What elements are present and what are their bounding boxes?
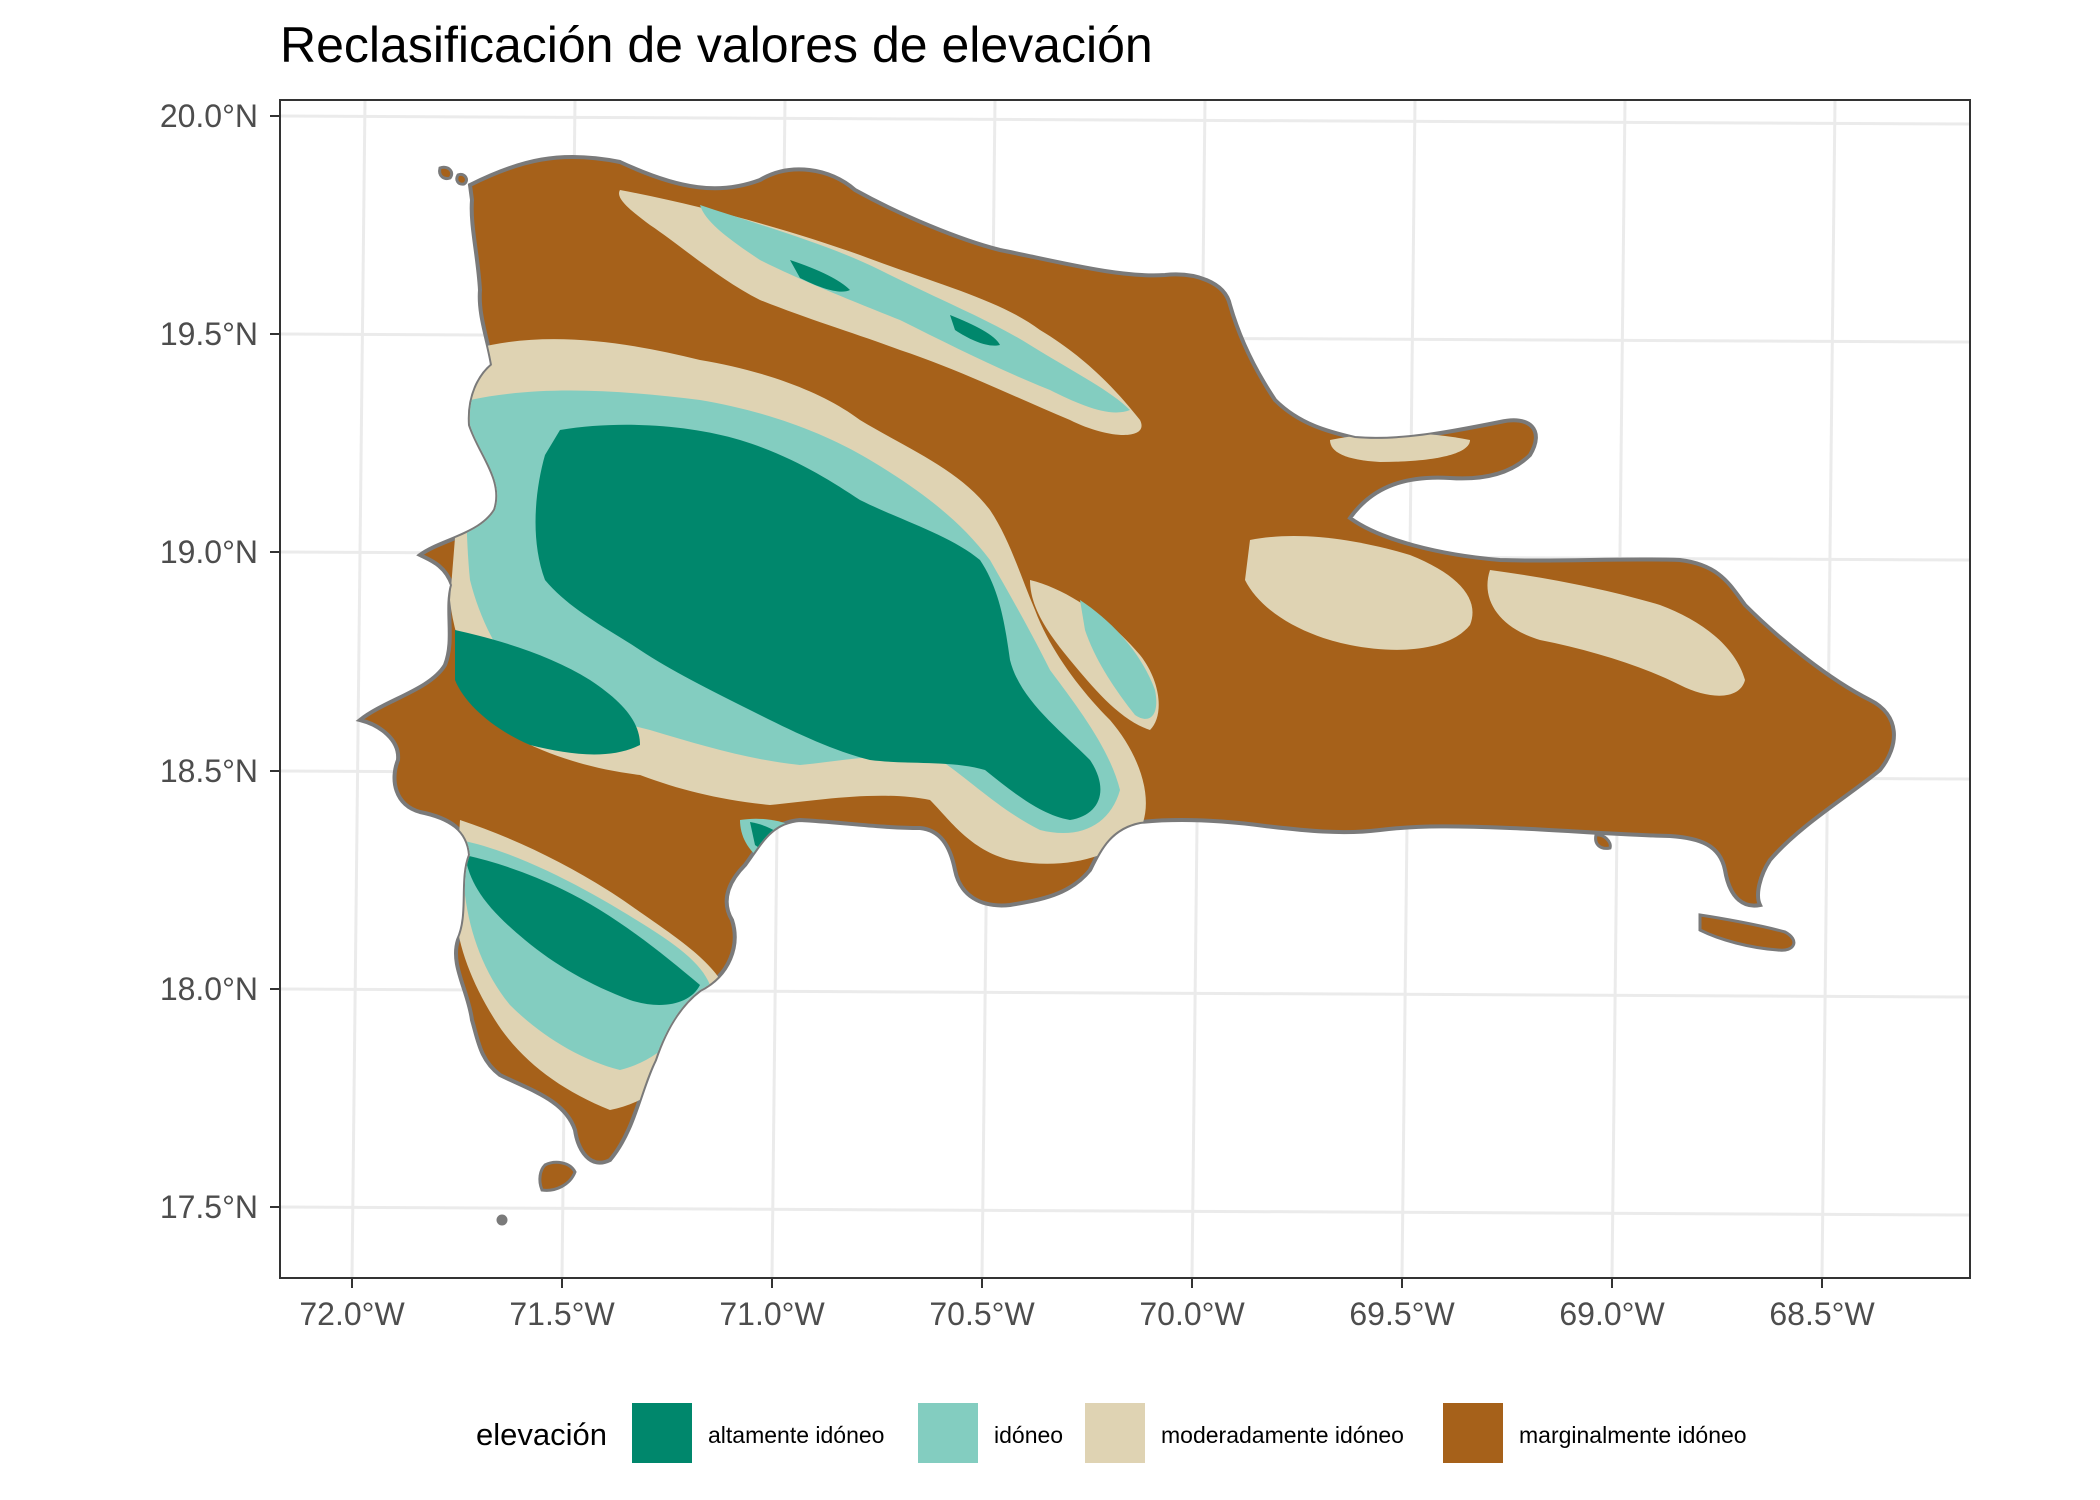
x-tick-label: 70.0°W (1139, 1296, 1245, 1332)
legend-swatch-altamente (632, 1403, 692, 1463)
x-tick-label: 71.5°W (509, 1296, 615, 1332)
elevation-classes (450, 190, 1745, 1110)
legend-label-altamente: altamente idóneo (708, 1422, 884, 1448)
y-tick-label: 17.5°N (160, 1189, 258, 1225)
legend-swatch-marginalmente (1443, 1403, 1503, 1463)
y-tick-label: 18.5°N (160, 753, 258, 789)
x-tick-label: 70.5°W (929, 1296, 1035, 1332)
x-tick-label: 69.0°W (1559, 1296, 1665, 1332)
x-axis: 72.0°W 71.5°W 71.0°W 70.5°W 70.0°W 69.5°… (299, 1296, 1875, 1332)
x-tick-label: 68.5°W (1769, 1296, 1875, 1332)
saona-island (1698, 913, 1796, 952)
y-tick-label: 19.0°N (160, 534, 258, 570)
y-axis: 20.0°N 19.5°N 19.0°N 18.5°N 18.0°N 17.5°… (160, 98, 258, 1225)
legend-label-idoneo: idóneo (994, 1422, 1063, 1448)
y-tick-label: 19.5°N (160, 316, 258, 352)
x-tick-label: 72.0°W (299, 1296, 405, 1332)
legend-swatch-moderadamente (1085, 1403, 1145, 1463)
legend-label-marginalmente: marginalmente idóneo (1519, 1422, 1747, 1448)
catalina-island (1594, 833, 1612, 850)
legend-title: elevación (476, 1417, 607, 1452)
legend: elevación altamente idóneo idóneo modera… (476, 1403, 1747, 1463)
x-tick-label: 69.5°W (1349, 1296, 1455, 1332)
y-tick-label: 20.0°N (160, 98, 258, 134)
beata-island (538, 1160, 577, 1192)
alto-velo-island (496, 1214, 508, 1226)
tortuga-fragments (438, 165, 468, 186)
legend-swatch-idoneo (918, 1403, 978, 1463)
y-tick-label: 18.0°N (160, 971, 258, 1007)
axis-ticks (270, 115, 1823, 1288)
map-title: Reclasificación de valores de elevación (280, 17, 1153, 73)
x-tick-label: 71.0°W (719, 1296, 825, 1332)
panel-border (279, 99, 1971, 1279)
legend-label-moderadamente: moderadamente idóneo (1161, 1422, 1404, 1448)
